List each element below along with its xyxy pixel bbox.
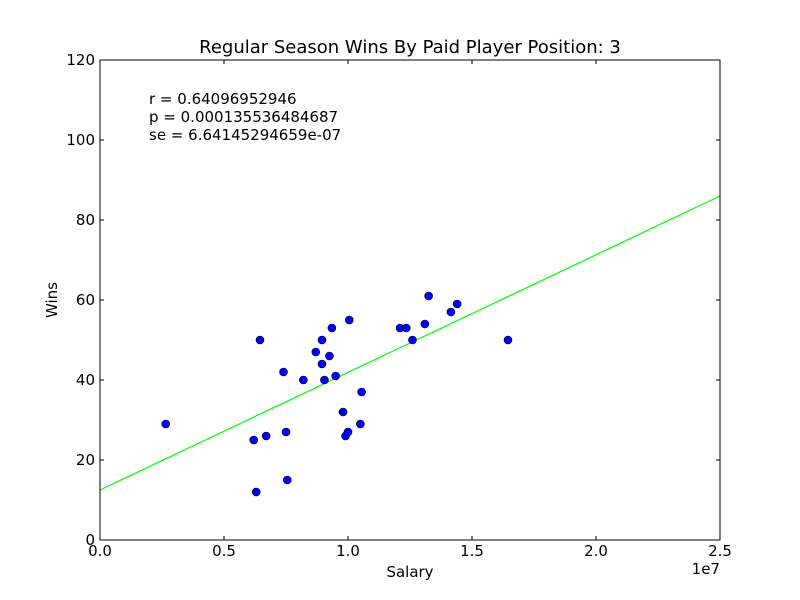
- data-point: [281, 427, 291, 437]
- data-point: [327, 323, 337, 333]
- y-tick-label: 20: [76, 451, 95, 469]
- data-point: [279, 367, 288, 377]
- data-point: [452, 299, 462, 309]
- y-tick-label: 80: [76, 211, 95, 229]
- data-point: [261, 431, 271, 441]
- x-tick-label: 0.5: [212, 542, 236, 560]
- data-point: [320, 375, 329, 385]
- x-axis-multiplier: 1e7: [692, 560, 720, 578]
- y-tick-label: 100: [66, 131, 95, 149]
- data-point: [343, 427, 353, 437]
- data-point: [325, 351, 334, 361]
- data-point: [503, 335, 513, 345]
- data-point: [408, 335, 417, 345]
- x-tick-label: 0.0: [88, 542, 112, 560]
- data-point: [282, 475, 292, 485]
- data-point: [251, 487, 261, 497]
- x-tick-label: 1.5: [460, 542, 484, 560]
- annotation-line: p = 0.000135536484687: [149, 108, 338, 126]
- data-point: [338, 407, 348, 417]
- x-tick-label: 1.0: [336, 542, 360, 560]
- data-point: [311, 347, 321, 357]
- plot-area: 0.0 0.5 1.0 1.5 2.0 2.5 0 20 40 60 80 100 120: [66, 51, 732, 560]
- annotation-line: r = 0.64096952946: [149, 90, 297, 108]
- data-point: [401, 323, 411, 333]
- data-point: [424, 291, 433, 301]
- y-tick-label: 60: [76, 291, 95, 309]
- data-point: [446, 307, 456, 317]
- x-axis-label: Salary: [386, 563, 433, 581]
- data-point: [420, 319, 430, 329]
- data-point: [344, 315, 354, 325]
- data-point: [317, 359, 327, 369]
- x-tick-label: 2.0: [584, 542, 608, 560]
- data-point: [357, 387, 366, 397]
- data-point: [299, 375, 308, 385]
- annotation-line: se = 6.64145294659e-07: [149, 126, 341, 144]
- data-point: [317, 335, 327, 345]
- y-axis-label: Wins: [43, 282, 61, 318]
- y-tick-label: 40: [76, 371, 95, 389]
- data-point: [161, 419, 171, 429]
- data-point: [255, 335, 265, 345]
- data-point: [249, 435, 259, 445]
- chart-title: Regular Season Wins By Paid Player Posit…: [199, 37, 621, 58]
- y-tick-label: 0: [85, 531, 95, 549]
- data-point: [331, 371, 340, 381]
- data-point: [356, 419, 365, 429]
- y-tick-label: 120: [66, 51, 95, 69]
- x-tick-label: 2.5: [708, 542, 732, 560]
